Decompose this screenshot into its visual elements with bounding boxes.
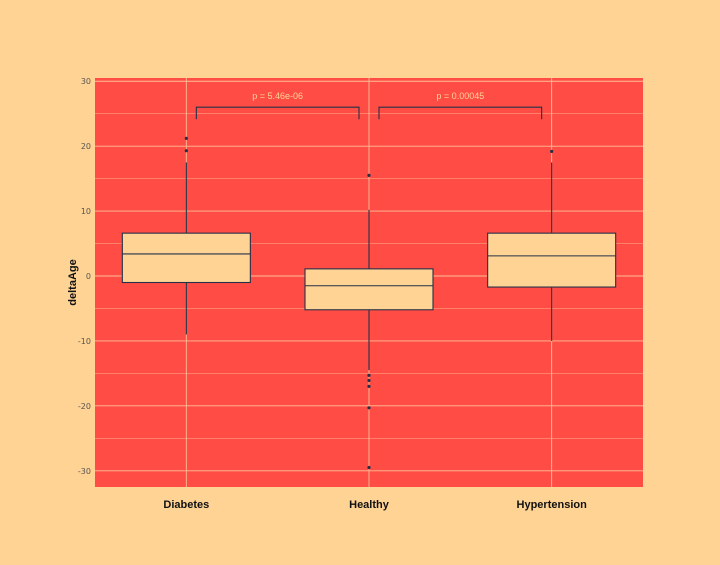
comparison-bracket: p = 0.00045: [378, 91, 543, 120]
outlier-point: [184, 149, 188, 153]
p-value-label: p = 5.46e-06: [252, 91, 303, 101]
x-category-label: Healthy: [349, 499, 390, 511]
box-healthy: [304, 173, 434, 470]
bracket-line: [378, 106, 543, 120]
x-category-label: Hypertension: [517, 499, 588, 511]
y-axis-ticks: 30 20 10 0 -10 -20 -30: [78, 77, 91, 476]
outlier-point: [367, 406, 371, 410]
y-tick-label: 10: [81, 207, 91, 216]
y-tick-label: -20: [78, 402, 91, 411]
y-tick-label: 20: [81, 142, 91, 151]
comparison-bracket: p = 5.46e-06: [195, 91, 360, 120]
box-iqr: [487, 232, 617, 288]
outlier-point: [367, 373, 371, 377]
box-diabetes: [121, 136, 251, 335]
bracket-line: [195, 106, 360, 120]
box-iqr: [304, 268, 434, 311]
y-tick-label: -30: [78, 467, 91, 476]
y-tick-label: 30: [81, 77, 91, 86]
outlier-point: [367, 378, 371, 383]
box-iqr: [121, 232, 251, 284]
p-value-label: p = 0.00045: [436, 91, 484, 101]
y-tick-label: -10: [78, 337, 91, 346]
outlier-point: [367, 465, 371, 470]
outlier-point: [367, 384, 371, 388]
x-category-label: Diabetes: [163, 499, 209, 511]
outlier-point: [550, 149, 554, 153]
boxes: [121, 136, 617, 470]
outlier-point: [367, 173, 371, 177]
comparison-brackets: p = 5.46e-06 p = 0.00045: [195, 91, 543, 120]
y-axis-label: deltaAge: [67, 259, 79, 305]
x-axis-categories: Diabetes Healthy Hypertension: [163, 499, 587, 511]
box-hypertension: [487, 149, 617, 341]
outlier-point: [184, 136, 188, 140]
y-tick-label: 0: [86, 272, 91, 281]
